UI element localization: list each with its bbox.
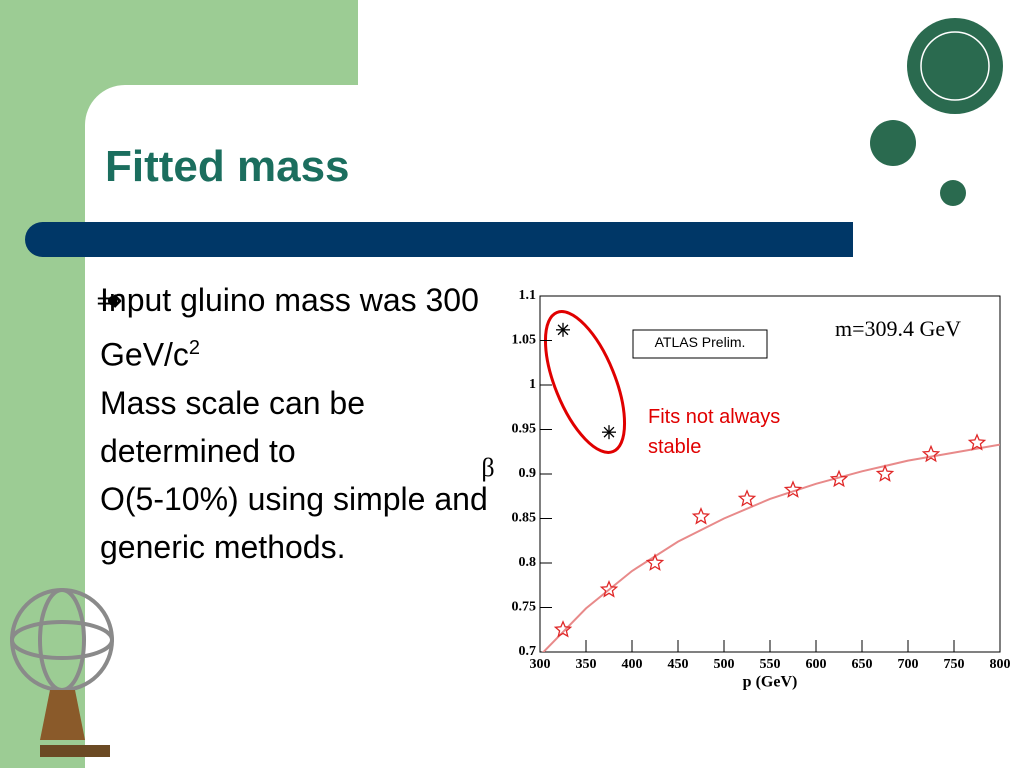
x-tick-label: 450: [668, 657, 689, 672]
x-tick-label: 350: [576, 657, 597, 672]
x-tick-label: 700: [898, 657, 919, 672]
star-point: [829, 469, 849, 488]
y-tick-label: 1.1: [519, 288, 537, 303]
x-tick-label: 300: [530, 657, 551, 672]
bullet-item: ● Input gluino mass was 300 GeV/c2: [100, 276, 490, 379]
plot-area: [542, 443, 1000, 652]
bullet-text: O(5-10%) using simple and generic method…: [100, 480, 488, 565]
y-axis-label: β: [481, 453, 494, 482]
star-point: [967, 433, 987, 451]
asterisk-stroke: [603, 426, 615, 438]
bullet-marker: ⇒: [96, 282, 123, 318]
dot: [870, 120, 916, 166]
atlas-base: [40, 745, 110, 757]
star-point: [553, 620, 573, 638]
star-point: [599, 579, 619, 598]
x-tick-label: 400: [622, 657, 643, 672]
x-axis-label: p (GeV): [743, 674, 798, 691]
bullet-item: ⇒ Mass scale can be determined to: [96, 282, 490, 475]
x-tick-label: 650: [852, 657, 873, 672]
x-tick-label: 500: [714, 657, 735, 672]
y-tick-label: 0.75: [512, 600, 537, 615]
star-point: [921, 444, 941, 463]
atlas-body: [40, 690, 85, 740]
y-tick-label: 0.8: [519, 555, 537, 570]
star-point: [737, 489, 757, 507]
x-tick-label: 750: [944, 657, 965, 672]
y-tick-label: 1.05: [512, 333, 537, 348]
y-tick-label: 1: [529, 377, 536, 392]
y-tick-label: 0.7: [519, 644, 537, 659]
dot: [940, 180, 966, 206]
bullet-dot: ●: [106, 287, 120, 312]
superscript: 2: [188, 337, 201, 359]
annotation-box: [632, 329, 768, 359]
y-tick-label: 0.85: [512, 511, 537, 526]
bullet-text: Input gluino mass was 300 GeV/c: [100, 282, 479, 373]
y-tick-label: 0.95: [512, 422, 537, 437]
asterisk-stroke: [557, 324, 569, 336]
bullet-text: Mass scale can be determined to: [100, 384, 366, 469]
star-point: [783, 480, 803, 498]
star-point: [691, 506, 711, 525]
x-tick-label: 800: [990, 657, 1011, 672]
annotation: ATLAS Prelim.: [654, 334, 746, 350]
annotation: m=309.4 GeV: [835, 316, 962, 341]
x-tick-label: 550: [760, 657, 781, 672]
bullet-item: O(5-10%) using simple and generic method…: [100, 475, 490, 571]
bullet-list: ● Input gluino mass was 300 GeV/c2 ⇒ Mass s…: [96, 276, 490, 571]
asterisk-point: [602, 425, 616, 440]
annotation: Fits not always stable: [648, 406, 781, 458]
slide-title: Fitted mass: [105, 142, 350, 191]
logo-ring: [920, 31, 990, 101]
y-tick-label: 0.9: [519, 466, 537, 481]
plot-frame: [539, 295, 1001, 653]
title-bar: [25, 222, 853, 257]
fit-line: [542, 443, 1000, 652]
highlight-ellipse: [543, 310, 627, 454]
asterisk-point: [556, 322, 570, 337]
star-point: [645, 553, 665, 571]
x-tick-label: 600: [806, 657, 827, 672]
star-point: [875, 464, 895, 482]
